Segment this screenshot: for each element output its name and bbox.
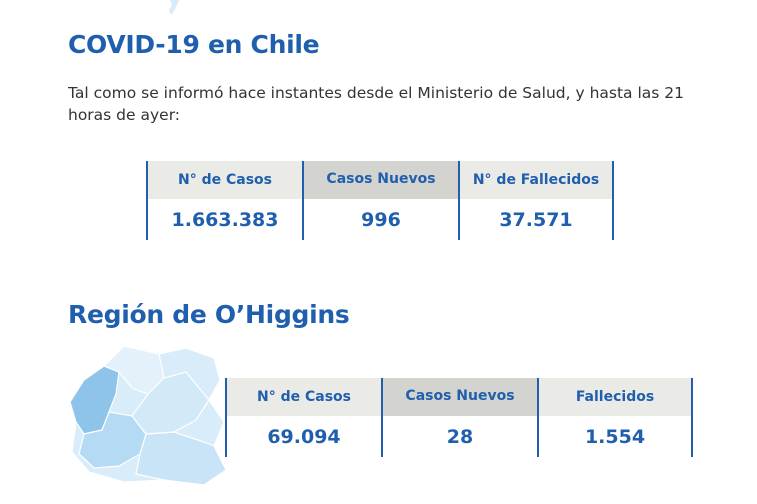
- stat-value: 28: [383, 416, 537, 457]
- intro-text: Tal como se informó hace instantes desde…: [68, 84, 684, 124]
- stat-value: 37.571: [460, 199, 612, 240]
- stat-value: 1.554: [539, 416, 691, 457]
- stat-value: 1.663.383: [148, 199, 302, 240]
- region-stats-table: N° de Casos 69.094 Casos Nuevos 28 Falle…: [225, 378, 693, 457]
- stat-label: N° de Fallecidos: [460, 161, 612, 199]
- stat-label: N° de Casos: [148, 161, 302, 199]
- stat-region-deaths: Fallecidos 1.554: [537, 378, 693, 457]
- stat-national-new-cases: Casos Nuevos 996: [302, 161, 458, 240]
- stat-national-deaths: N° de Fallecidos 37.571: [458, 161, 614, 240]
- national-stats-table: N° de Casos 1.663.383 Casos Nuevos 996 N…: [146, 161, 614, 240]
- chile-map-fragment: [169, 0, 179, 15]
- stat-national-cases: N° de Casos 1.663.383: [146, 161, 302, 240]
- stat-value: 69.094: [227, 416, 381, 457]
- region-title: Región de O’Higgins: [68, 300, 350, 329]
- national-title: COVID-19 en Chile: [68, 30, 320, 59]
- stat-value: 996: [304, 199, 458, 240]
- ohiggins-region-map: [69, 345, 227, 486]
- stat-label: N° de Casos: [227, 378, 381, 416]
- stat-label: Casos Nuevos: [383, 378, 537, 416]
- stat-region-cases: N° de Casos 69.094: [225, 378, 381, 457]
- stat-label: Fallecidos: [539, 378, 691, 416]
- stat-region-new-cases: Casos Nuevos 28: [381, 378, 537, 457]
- stat-label: Casos Nuevos: [304, 161, 458, 199]
